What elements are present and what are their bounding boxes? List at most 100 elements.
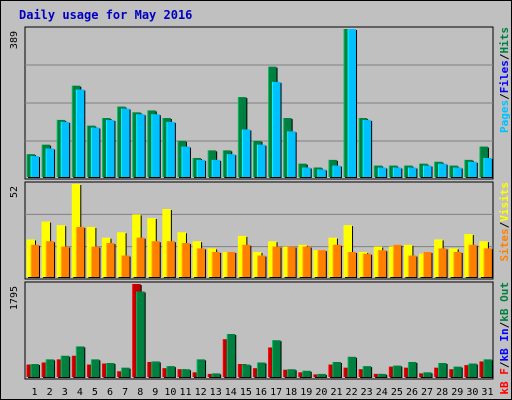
x-tick-day-27: 27 [421, 387, 433, 398]
x-tick-day-8: 8 [137, 387, 143, 398]
bar-kb-out-17 [272, 340, 281, 377]
bar-sites-24 [378, 250, 387, 277]
bar-kb-out-13 [212, 373, 221, 377]
x-tick-day-12: 12 [195, 387, 207, 398]
bar-kb-out-24 [378, 373, 387, 377]
bar-files-25 [393, 167, 402, 177]
x-tick-day-29: 29 [451, 387, 463, 398]
bar-kb-out-26 [408, 361, 417, 377]
bar-kb-out-6 [106, 363, 115, 377]
bar-files-28 [438, 163, 447, 177]
bar-sites-18 [287, 246, 296, 277]
bar-sites-21 [332, 244, 341, 277]
bar-files-4 [76, 89, 85, 177]
bar-sites-29 [453, 251, 462, 277]
bar-sites-27 [423, 251, 432, 277]
bar-sites-1 [31, 244, 39, 277]
bar-files-13 [212, 159, 221, 177]
bar-sites-20 [317, 250, 326, 277]
legend-item: / [498, 53, 511, 60]
bar-files-12 [197, 159, 206, 177]
bar-files-3 [61, 121, 70, 177]
x-tick-day-7: 7 [122, 387, 128, 398]
x-tick-day-21: 21 [330, 387, 342, 398]
bar-files-18 [287, 131, 296, 177]
legend-item: kB F [498, 368, 511, 395]
bar-files-20 [317, 169, 326, 177]
bar-kb-out-30 [468, 363, 477, 377]
bar-files-17 [272, 81, 281, 177]
x-tick-day-23: 23 [361, 387, 373, 398]
x-tick-day-18: 18 [285, 387, 297, 398]
bar-files-9 [151, 114, 160, 177]
bar-kb-out-3 [61, 355, 70, 377]
bar-kb-out-22 [348, 356, 357, 377]
bar-kb-out-18 [287, 369, 296, 377]
bar-visits-22 [344, 225, 353, 277]
bar-files-21 [332, 165, 341, 177]
bar-sites-10 [166, 241, 175, 277]
x-tick-day-31: 31 [481, 387, 493, 398]
legend-item: / [498, 221, 511, 228]
bar-files-19 [302, 167, 311, 177]
x-tick-day-13: 13 [210, 387, 222, 398]
bar-kb-out-14 [227, 333, 236, 377]
x-tick-day-11: 11 [179, 387, 191, 398]
bar-kb-out-10 [166, 366, 175, 377]
bar-files-26 [408, 167, 417, 177]
bar-files-22 [348, 29, 357, 177]
chart-title: Daily usage for May 2016 [19, 8, 193, 22]
legend-pages-files-hits: Pages/Files/Hits [498, 27, 511, 133]
bar-files-29 [453, 167, 462, 177]
bar-sites-15 [242, 244, 251, 277]
bar-sites-13 [212, 251, 221, 277]
bar-sites-23 [363, 253, 372, 277]
bar-files-7 [121, 108, 130, 177]
x-tick-day-30: 30 [466, 387, 478, 398]
y-max-label: 389 [9, 31, 20, 49]
bar-kb-out-5 [91, 359, 100, 377]
bar-visits-7 [117, 232, 126, 277]
bar-kb-out-23 [363, 366, 372, 377]
panel-pages-files-hits: 389 Pages/Files/Hits [9, 26, 511, 180]
x-tick-day-5: 5 [92, 387, 98, 398]
bar-sites-5 [91, 246, 100, 277]
legend-item: kB In [498, 328, 511, 361]
bar-files-31 [483, 157, 492, 177]
x-tick-day-10: 10 [164, 387, 176, 398]
y-max-label: 1795 [9, 286, 20, 310]
bar-files-23 [363, 119, 372, 177]
bar-sites-14 [227, 251, 236, 277]
legend-kbf-kbin-kbout: kB F/kB In/kB Out [498, 282, 511, 395]
panel-sites-visits: 52 Sites/Visits [9, 181, 511, 280]
legend-item: Pages [498, 100, 511, 133]
bar-files-1 [31, 156, 39, 177]
x-tick-day-17: 17 [270, 387, 282, 398]
x-tick-day-4: 4 [77, 387, 83, 398]
bar-kb-out-8 [136, 291, 145, 377]
bar-sites-4 [76, 226, 85, 277]
bar-sites-9 [151, 241, 160, 277]
bar-sites-7 [121, 255, 130, 277]
bar-kb-out-21 [332, 361, 341, 377]
bar-sites-17 [272, 246, 281, 277]
x-tick-day-2: 2 [47, 387, 53, 398]
bar-kb-out-9 [151, 361, 160, 377]
bar-files-14 [227, 154, 236, 177]
x-tick-day-6: 6 [107, 387, 113, 398]
x-tick-day-9: 9 [152, 387, 158, 398]
bar-sites-8 [136, 237, 145, 277]
bar-kb-out-25 [393, 365, 402, 377]
bar-files-11 [181, 146, 190, 177]
x-tick-day-26: 26 [406, 387, 418, 398]
x-tick-day-20: 20 [315, 387, 327, 398]
x-tick-day-3: 3 [62, 387, 68, 398]
bar-kb-out-15 [242, 364, 251, 377]
legend-item: / [498, 93, 511, 100]
bar-kb-out-1 [31, 364, 39, 377]
bar-sites-25 [393, 244, 402, 277]
legend-item: Visits [498, 182, 511, 222]
